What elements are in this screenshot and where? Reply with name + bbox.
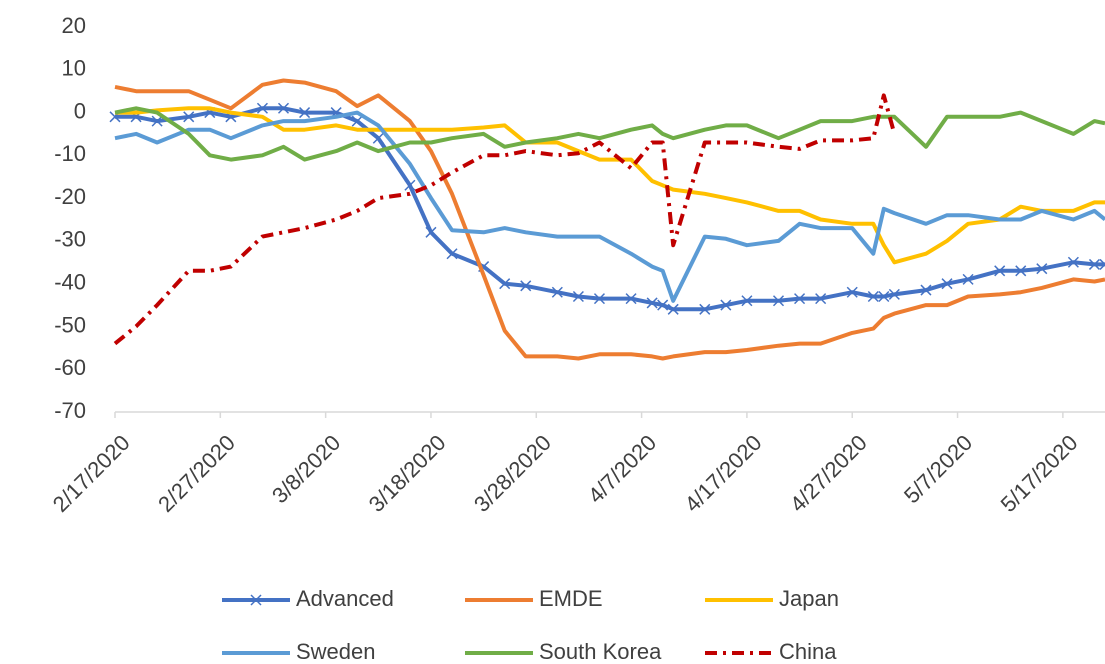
series-marker — [867, 290, 879, 303]
series-marker — [878, 290, 890, 303]
x-tick-label: 4/7/2020 — [583, 430, 661, 508]
legend-marker — [250, 594, 262, 606]
series-marker — [1015, 265, 1027, 277]
legend-label: EMDE — [539, 586, 603, 611]
series-marker — [572, 290, 584, 303]
legend-label: Japan — [779, 586, 839, 611]
y-tick-label: -40 — [54, 269, 86, 294]
series-marker — [520, 280, 532, 292]
series-line — [115, 106, 1105, 265]
series-marker — [372, 132, 384, 144]
series-marker — [404, 179, 416, 191]
y-tick-label: 20 — [62, 13, 86, 38]
series-marker — [699, 303, 711, 315]
series-marker — [772, 295, 785, 307]
y-tick-label: 0 — [74, 98, 86, 123]
series-marker — [625, 293, 637, 305]
series-marker — [1067, 256, 1079, 268]
series-marker — [1036, 263, 1048, 275]
series-marker — [657, 299, 669, 311]
series-marker — [1099, 258, 1105, 270]
x-tick-label: 3/18/2020 — [364, 430, 451, 517]
x-tick-label: 4/27/2020 — [785, 430, 872, 517]
x-tick-label: 2/17/2020 — [48, 430, 135, 517]
legend-label: Advanced — [296, 586, 394, 611]
series-marker — [183, 111, 195, 123]
series-marker — [846, 286, 858, 298]
series-marker — [741, 295, 753, 307]
series-marker — [888, 288, 900, 300]
y-tick-label: -30 — [54, 227, 86, 252]
x-tick-label: 5/17/2020 — [996, 430, 1083, 517]
series-marker — [646, 297, 658, 309]
series-marker — [941, 278, 953, 290]
series-marker — [499, 278, 511, 290]
x-tick-label: 3/8/2020 — [267, 430, 345, 508]
series-marker — [815, 293, 827, 305]
series-marker — [277, 102, 290, 114]
series-line — [114, 78, 1105, 361]
legend-label: Sweden — [296, 639, 376, 664]
y-tick-label: 10 — [62, 56, 86, 81]
series-marker — [351, 115, 363, 127]
series-line — [114, 110, 1105, 303]
series-marker — [299, 107, 311, 119]
series-marker — [667, 303, 679, 315]
series-marker — [720, 299, 732, 311]
series-marker — [446, 248, 458, 260]
x-tick-label: 5/7/2020 — [899, 430, 977, 508]
series-marker — [551, 286, 563, 298]
x-tick-label: 3/28/2020 — [469, 430, 556, 517]
series-marker — [920, 284, 932, 296]
legend-label: China — [779, 639, 837, 664]
legend-label: South Korea — [539, 639, 662, 664]
series-line — [113, 93, 897, 346]
series-line — [115, 106, 1105, 312]
x-tick-label: 4/17/2020 — [680, 430, 767, 517]
y-tick-label: -20 — [54, 184, 86, 209]
y-tick-label: -60 — [54, 355, 86, 380]
series-marker — [1088, 258, 1101, 270]
series-marker — [256, 102, 268, 114]
y-tick-label: -50 — [54, 312, 86, 337]
y-tick-label: -70 — [54, 398, 86, 423]
series-marker — [994, 265, 1006, 277]
series-marker — [425, 226, 437, 238]
series-line — [114, 106, 1105, 162]
y-tick-label: -10 — [54, 141, 86, 166]
series-marker — [151, 115, 163, 127]
series-marker — [794, 293, 806, 305]
x-tick-label: 2/27/2020 — [153, 430, 240, 517]
series-marker — [593, 293, 605, 305]
series-marker — [962, 273, 974, 285]
